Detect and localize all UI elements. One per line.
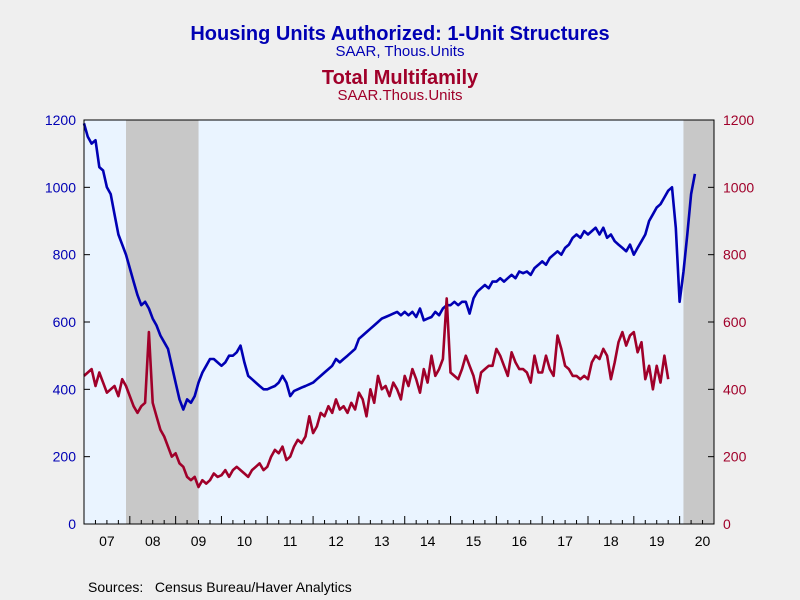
y-right-tick-label: 400 <box>723 381 747 397</box>
axes: 0 200 400 600 800 1000 1200 0 200 400 600 800 1000 12… <box>45 112 755 549</box>
y-left-tick-label: 800 <box>53 247 77 263</box>
x-tick-label: 09 <box>191 533 207 549</box>
x-tick-label: 19 <box>649 533 665 549</box>
y-left-tick-label: 1200 <box>45 112 76 128</box>
y-left-tick-label: 400 <box>53 381 77 397</box>
x-tick-label: 18 <box>603 533 619 549</box>
source-note: Sources: Census Bureau/Haver Analytics <box>88 579 352 595</box>
x-tick-label: 16 <box>511 533 527 549</box>
y-left-tick-label: 0 <box>68 516 76 532</box>
series-line-2 <box>83 297 670 489</box>
x-tick-label: 14 <box>420 533 436 549</box>
y-right-tick-label: 0 <box>723 516 731 532</box>
y-right-tick-label: 1200 <box>723 112 754 128</box>
recession-band-1 <box>126 120 199 524</box>
chart-title: Housing Units Authorized: 1-Unit Structu… <box>190 23 609 45</box>
x-tick-label: 15 <box>466 533 482 549</box>
chart-subtitle: SAAR, Thous.Units <box>336 43 465 60</box>
x-tick-label: 10 <box>237 533 253 549</box>
y-right-tick-label: 200 <box>723 449 747 465</box>
chart-title-2: Total Multifamily <box>322 67 479 89</box>
y-right-tick-label: 600 <box>723 314 747 330</box>
y-left-tick-label: 1000 <box>45 179 76 195</box>
x-tick-label: 08 <box>145 533 161 549</box>
series-line-1 <box>82 123 697 411</box>
series-lines <box>82 123 697 489</box>
y-right-tick-label: 800 <box>723 247 747 263</box>
chart-subtitle-2: SAAR.Thous.Units <box>337 87 462 104</box>
y-right-tick-label: 1000 <box>723 179 754 195</box>
y-left-tick-label: 200 <box>53 449 77 465</box>
x-tick-label: 07 <box>99 533 115 549</box>
x-tick-label: 17 <box>557 533 573 549</box>
y-left-tick-label: 600 <box>53 314 77 330</box>
x-tick-label: 12 <box>328 533 344 549</box>
x-tick-label: 11 <box>283 533 298 549</box>
x-tick-label: 13 <box>374 533 390 549</box>
x-tick-label: 20 <box>695 533 711 549</box>
